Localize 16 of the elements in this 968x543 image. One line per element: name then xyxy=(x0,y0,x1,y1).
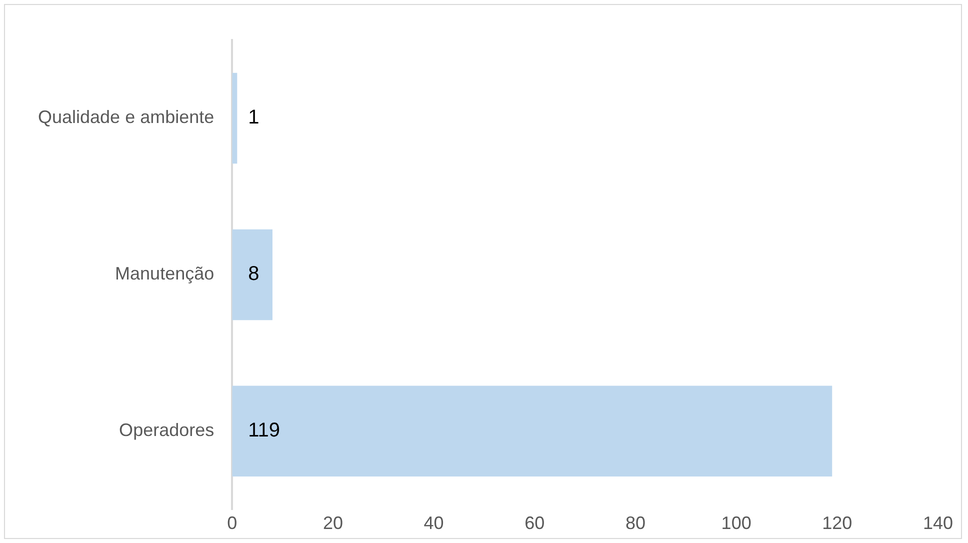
x-tick-label: 40 xyxy=(424,513,444,534)
x-tick-label: 20 xyxy=(322,513,343,534)
x-tick-label: 140 xyxy=(922,513,954,534)
bar xyxy=(232,229,272,320)
data-label: 119 xyxy=(248,420,280,442)
x-tick-label: 100 xyxy=(721,513,752,534)
y-tick-label: Operadores xyxy=(119,420,214,440)
y-tick-label: Manutenção xyxy=(115,264,214,284)
x-tick-label: 80 xyxy=(625,513,646,534)
data-label: 8 xyxy=(248,263,260,286)
y-tick-label: Qualidade e ambiente xyxy=(38,107,214,128)
x-tick-label: 120 xyxy=(822,513,852,534)
x-tick-label: 60 xyxy=(524,513,545,534)
x-tick-label: 0 xyxy=(227,513,238,534)
data-label: 1 xyxy=(248,106,260,129)
bar xyxy=(232,386,832,477)
